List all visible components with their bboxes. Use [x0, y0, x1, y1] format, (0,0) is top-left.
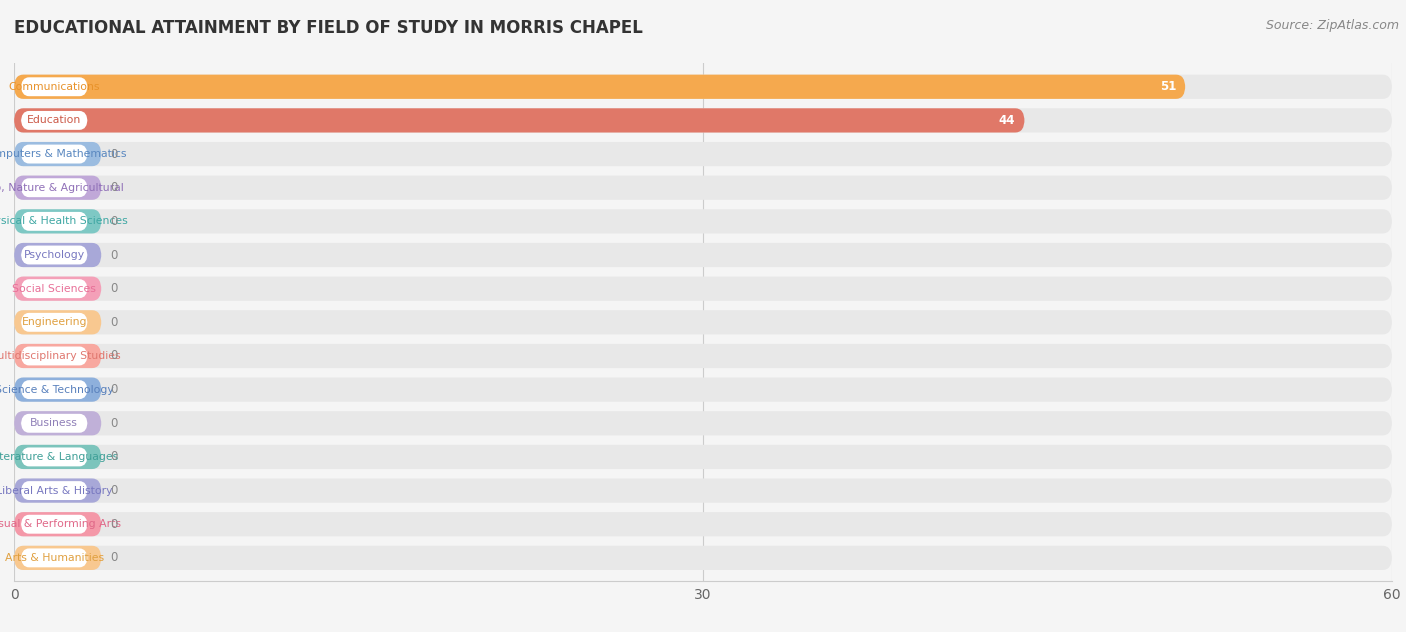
- FancyBboxPatch shape: [14, 243, 101, 267]
- FancyBboxPatch shape: [21, 481, 87, 500]
- Text: Social Sciences: Social Sciences: [13, 284, 96, 294]
- Text: Bio, Nature & Agricultural: Bio, Nature & Agricultural: [0, 183, 124, 193]
- Text: 0: 0: [111, 215, 118, 228]
- Text: Computers & Mathematics: Computers & Mathematics: [0, 149, 127, 159]
- FancyBboxPatch shape: [21, 178, 87, 197]
- FancyBboxPatch shape: [14, 377, 1392, 402]
- FancyBboxPatch shape: [14, 176, 1392, 200]
- FancyBboxPatch shape: [14, 176, 101, 200]
- FancyBboxPatch shape: [14, 108, 1025, 133]
- Text: 0: 0: [111, 248, 118, 262]
- FancyBboxPatch shape: [14, 377, 101, 402]
- FancyBboxPatch shape: [14, 142, 101, 166]
- Text: 51: 51: [1160, 80, 1175, 94]
- Text: 0: 0: [111, 349, 118, 363]
- FancyBboxPatch shape: [14, 344, 1392, 368]
- Text: Literature & Languages: Literature & Languages: [0, 452, 118, 462]
- Text: Science & Technology: Science & Technology: [0, 385, 114, 394]
- FancyBboxPatch shape: [21, 246, 87, 264]
- Text: Liberal Arts & History: Liberal Arts & History: [0, 485, 112, 495]
- Text: Communications: Communications: [8, 82, 100, 92]
- Text: 0: 0: [111, 484, 118, 497]
- Text: Business: Business: [31, 418, 79, 428]
- FancyBboxPatch shape: [14, 243, 1392, 267]
- FancyBboxPatch shape: [14, 478, 101, 502]
- FancyBboxPatch shape: [21, 145, 87, 164]
- FancyBboxPatch shape: [14, 445, 1392, 469]
- Text: 44: 44: [998, 114, 1015, 127]
- FancyBboxPatch shape: [21, 346, 87, 365]
- FancyBboxPatch shape: [21, 279, 87, 298]
- Text: 0: 0: [111, 383, 118, 396]
- FancyBboxPatch shape: [14, 445, 101, 469]
- FancyBboxPatch shape: [14, 546, 1392, 570]
- FancyBboxPatch shape: [14, 277, 1392, 301]
- FancyBboxPatch shape: [14, 411, 101, 435]
- FancyBboxPatch shape: [14, 546, 101, 570]
- FancyBboxPatch shape: [14, 75, 1185, 99]
- FancyBboxPatch shape: [21, 447, 87, 466]
- FancyBboxPatch shape: [14, 75, 1392, 99]
- Text: Arts & Humanities: Arts & Humanities: [4, 553, 104, 563]
- FancyBboxPatch shape: [14, 108, 1392, 133]
- FancyBboxPatch shape: [14, 142, 1392, 166]
- FancyBboxPatch shape: [21, 77, 87, 96]
- FancyBboxPatch shape: [14, 512, 101, 537]
- Text: Education: Education: [27, 116, 82, 125]
- Text: Visual & Performing Arts: Visual & Performing Arts: [0, 520, 121, 529]
- Text: 0: 0: [111, 181, 118, 194]
- FancyBboxPatch shape: [14, 512, 1392, 537]
- Text: Psychology: Psychology: [24, 250, 84, 260]
- Text: 0: 0: [111, 451, 118, 463]
- Text: EDUCATIONAL ATTAINMENT BY FIELD OF STUDY IN MORRIS CHAPEL: EDUCATIONAL ATTAINMENT BY FIELD OF STUDY…: [14, 19, 643, 37]
- FancyBboxPatch shape: [14, 209, 101, 233]
- FancyBboxPatch shape: [14, 478, 1392, 502]
- FancyBboxPatch shape: [21, 212, 87, 231]
- FancyBboxPatch shape: [21, 111, 87, 130]
- Text: 0: 0: [111, 416, 118, 430]
- FancyBboxPatch shape: [14, 344, 101, 368]
- FancyBboxPatch shape: [21, 380, 87, 399]
- Text: 0: 0: [111, 282, 118, 295]
- FancyBboxPatch shape: [14, 277, 101, 301]
- FancyBboxPatch shape: [14, 411, 1392, 435]
- Text: 0: 0: [111, 147, 118, 161]
- Text: Engineering: Engineering: [21, 317, 87, 327]
- FancyBboxPatch shape: [21, 414, 87, 433]
- FancyBboxPatch shape: [14, 310, 101, 334]
- Text: Multidisciplinary Studies: Multidisciplinary Studies: [0, 351, 121, 361]
- FancyBboxPatch shape: [14, 209, 1392, 233]
- FancyBboxPatch shape: [21, 549, 87, 568]
- FancyBboxPatch shape: [21, 515, 87, 533]
- Text: Source: ZipAtlas.com: Source: ZipAtlas.com: [1265, 19, 1399, 32]
- Text: Physical & Health Sciences: Physical & Health Sciences: [0, 216, 128, 226]
- FancyBboxPatch shape: [14, 310, 1392, 334]
- Text: 0: 0: [111, 316, 118, 329]
- FancyBboxPatch shape: [21, 313, 87, 332]
- Text: 0: 0: [111, 518, 118, 531]
- Text: 0: 0: [111, 551, 118, 564]
